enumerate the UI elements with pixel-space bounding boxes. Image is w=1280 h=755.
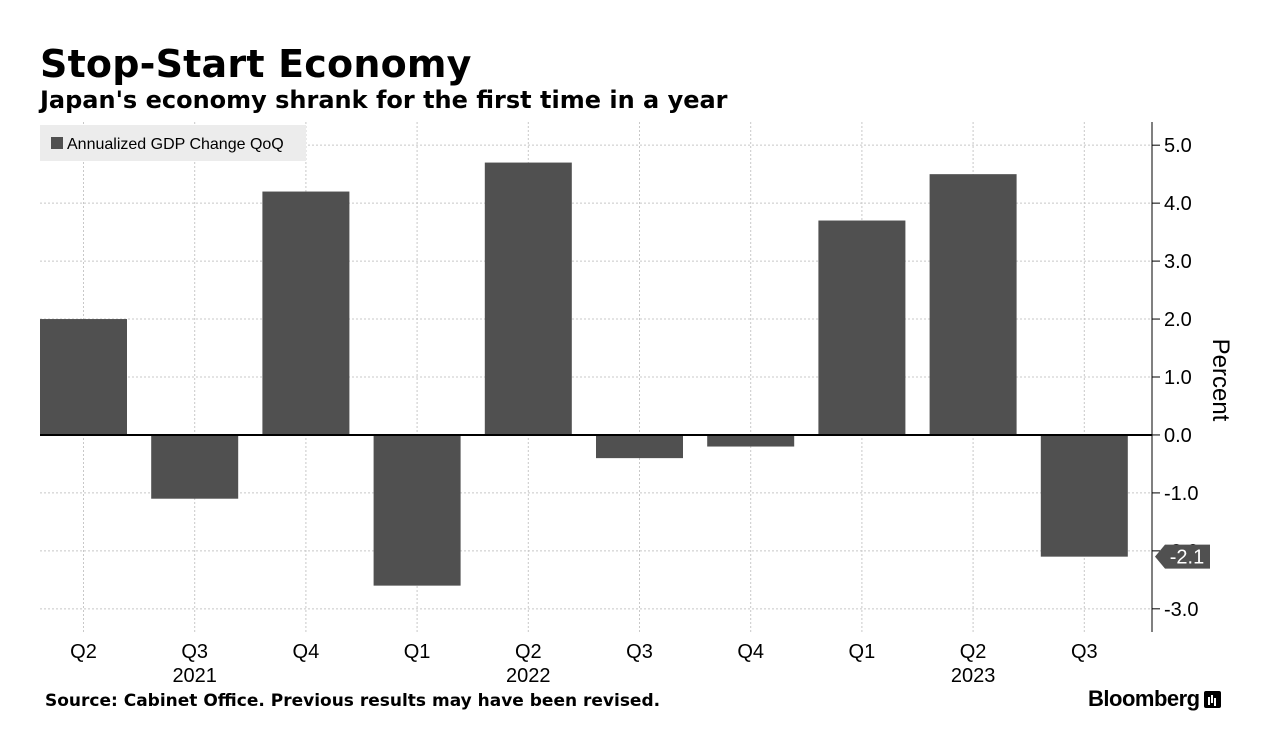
y-tick-label: 1.0 <box>1164 367 1192 389</box>
chart-title: Stop-Start Economy <box>40 42 472 86</box>
x-year-label: 2023 <box>951 665 996 687</box>
bars <box>40 162 1128 586</box>
bar <box>40 319 127 435</box>
bar <box>707 434 795 447</box>
bar <box>596 434 683 459</box>
bar <box>1040 434 1128 557</box>
x-tick-label: Q4 <box>737 641 764 663</box>
x-tick-label: Q3 <box>626 641 653 663</box>
bar <box>373 434 461 586</box>
x-tick-label: Q1 <box>404 641 431 663</box>
x-tick-label: Q2 <box>515 641 542 663</box>
x-year-label: 2021 <box>172 665 217 687</box>
axes <box>40 122 1160 632</box>
x-tick-label: Q1 <box>849 641 876 663</box>
x-tick-label: Q3 <box>181 641 208 663</box>
x-tick-label: Q3 <box>1071 641 1098 663</box>
last-value-badge <box>1155 544 1210 569</box>
y-tick-label: -1.0 <box>1164 483 1198 505</box>
brand-name: Bloomberg <box>1088 686 1200 711</box>
legend-label: Annualized GDP Change QoQ <box>67 136 284 153</box>
x-year-label: 2022 <box>506 665 551 687</box>
y-tick-label: 5.0 <box>1164 135 1192 157</box>
x-tick-label: Q4 <box>293 641 320 663</box>
bar <box>484 162 572 435</box>
y-axis-title: Percent <box>1207 339 1234 422</box>
y-tick-label: 0.0 <box>1164 425 1192 447</box>
x-tick-label: Q2 <box>960 641 987 663</box>
y-tick-label: 3.0 <box>1164 251 1192 273</box>
legend-swatch <box>51 137 63 149</box>
chart-subtitle: Japan's economy shrank for the first tim… <box>40 86 728 114</box>
y-tick-label: 2.0 <box>1164 309 1192 331</box>
source-note: Source: Cabinet Office. Previous results… <box>45 691 661 711</box>
bloomberg-logo: Bloomberg <box>1088 686 1221 712</box>
bloomberg-chart-icon <box>1203 690 1221 708</box>
bar <box>151 434 239 499</box>
y-tick-label: 4.0 <box>1164 193 1192 215</box>
legend: Annualized GDP Change QoQ <box>40 125 306 161</box>
legend-box <box>40 125 306 161</box>
y-tick-label: -3.0 <box>1164 599 1198 621</box>
x-tick-label: Q2 <box>70 641 97 663</box>
last-value-label: -2.1 <box>1170 547 1204 569</box>
bar <box>262 191 350 435</box>
bar <box>818 220 906 435</box>
axis-labels: 5.04.03.02.01.00.0-1.0-2.0-3.0PercentQ2Q… <box>40 125 1234 687</box>
bar <box>929 174 1017 435</box>
